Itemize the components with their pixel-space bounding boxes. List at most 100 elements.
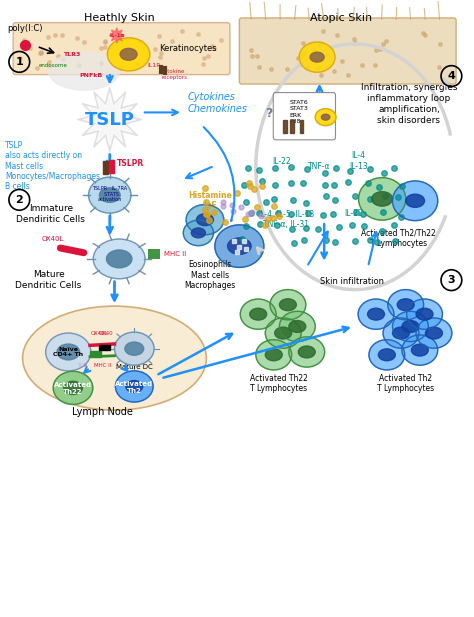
Ellipse shape <box>369 340 405 370</box>
Text: Mature DC: Mature DC <box>116 364 153 370</box>
FancyBboxPatch shape <box>273 93 336 140</box>
Ellipse shape <box>315 109 336 126</box>
Ellipse shape <box>298 346 315 358</box>
Ellipse shape <box>388 289 424 320</box>
Ellipse shape <box>116 371 153 402</box>
Ellipse shape <box>383 318 419 348</box>
Text: Activated
Th2: Activated Th2 <box>115 381 153 394</box>
Text: Mature
Dendritic Cells: Mature Dendritic Cells <box>15 270 82 290</box>
Text: Activated
Th22: Activated Th22 <box>54 383 92 395</box>
Text: OX40L: OX40L <box>91 331 108 336</box>
Ellipse shape <box>183 220 213 246</box>
Text: Skin infiltration: Skin infiltration <box>320 276 384 286</box>
Text: STAT6
STAT3
ERK
P38: STAT6 STAT3 ERK P38 <box>290 100 309 125</box>
Ellipse shape <box>367 308 384 320</box>
Bar <box>300 120 303 133</box>
Text: Naïve
CD4+ Th: Naïve CD4+ Th <box>53 347 83 357</box>
Ellipse shape <box>100 188 120 202</box>
Text: IL-1α: IL-1α <box>109 33 125 38</box>
Text: TLR3: TLR3 <box>64 52 81 57</box>
Text: IL-22: IL-22 <box>273 157 291 165</box>
Ellipse shape <box>397 299 414 311</box>
Ellipse shape <box>125 342 144 355</box>
Text: cytokine
receptors: cytokine receptors <box>162 69 188 80</box>
Text: MHC II: MHC II <box>94 363 111 368</box>
Polygon shape <box>78 88 142 152</box>
Ellipse shape <box>48 52 119 90</box>
Bar <box>148 249 160 259</box>
Ellipse shape <box>279 312 315 342</box>
Ellipse shape <box>289 320 306 333</box>
Text: Cytokines
Chemokines: Cytokines Chemokines <box>188 92 247 114</box>
Text: OX40: OX40 <box>99 331 113 336</box>
Text: Immature
Dendiritic Cells: Immature Dendiritic Cells <box>17 204 85 224</box>
Bar <box>100 345 110 350</box>
Ellipse shape <box>64 381 82 394</box>
Text: IL-4
IL-13: IL-4 IL-13 <box>349 151 368 171</box>
Text: TNF-α: TNF-α <box>308 162 331 172</box>
Ellipse shape <box>392 327 410 339</box>
Ellipse shape <box>416 308 433 320</box>
Ellipse shape <box>265 318 301 348</box>
Ellipse shape <box>426 327 442 339</box>
Text: Activated Th2
T Lymphocytes: Activated Th2 T Lymphocytes <box>377 374 434 393</box>
Ellipse shape <box>275 327 292 339</box>
Text: ?: ? <box>265 107 273 120</box>
Bar <box>90 351 101 357</box>
Bar <box>290 120 294 133</box>
Ellipse shape <box>250 308 267 320</box>
Ellipse shape <box>215 225 264 267</box>
Text: TCR: TCR <box>77 363 88 368</box>
Bar <box>109 160 114 173</box>
Text: poly(I:C): poly(I:C) <box>7 24 43 33</box>
Text: Histamine
IgE: Histamine IgE <box>188 191 231 210</box>
Text: IL-22: IL-22 <box>345 209 363 218</box>
Ellipse shape <box>197 213 213 226</box>
Ellipse shape <box>126 381 143 392</box>
Ellipse shape <box>372 192 392 206</box>
Ellipse shape <box>411 344 428 356</box>
Ellipse shape <box>392 312 428 342</box>
Text: MHC II: MHC II <box>164 251 186 257</box>
Text: TSLPR   IL-7RA
  STATS
activation: TSLPR IL-7RA STATS activation <box>92 186 128 202</box>
Text: Activated Th2/Th22
T Lymphocytes: Activated Th2/Th22 T Lymphocytes <box>361 228 436 247</box>
Bar <box>103 160 109 174</box>
Text: 2: 2 <box>16 195 23 205</box>
FancyArrowPatch shape <box>204 127 235 221</box>
Ellipse shape <box>23 306 206 410</box>
Text: IL-4, IL-5, IL-13
TNF-α, IL-31: IL-4, IL-5, IL-13 TNF-α, IL-31 <box>258 210 315 230</box>
Text: 3: 3 <box>447 275 455 285</box>
Text: Infiltration, synergies
inflammatory loop
amplification,
skin disorders: Infiltration, synergies inflammatory loo… <box>361 83 457 125</box>
Ellipse shape <box>407 299 442 329</box>
Text: TSLP
also acts directly on
Mast cells
Monocytes/Macrophages
B cells: TSLP also acts directly on Mast cells Mo… <box>5 141 100 191</box>
Ellipse shape <box>265 349 282 361</box>
Text: Lymph Node: Lymph Node <box>72 407 133 418</box>
Ellipse shape <box>191 228 205 238</box>
Ellipse shape <box>289 337 325 367</box>
Ellipse shape <box>115 332 154 365</box>
Ellipse shape <box>46 333 91 371</box>
Ellipse shape <box>256 340 292 370</box>
Ellipse shape <box>53 371 93 404</box>
Ellipse shape <box>89 177 131 213</box>
Ellipse shape <box>228 238 251 254</box>
Text: 1: 1 <box>16 57 23 67</box>
Text: TSLP: TSLP <box>85 110 135 128</box>
Ellipse shape <box>402 335 438 365</box>
Text: TSLPR: TSLPR <box>117 159 144 168</box>
Ellipse shape <box>279 299 296 311</box>
Ellipse shape <box>392 181 438 221</box>
Bar <box>283 120 287 133</box>
Polygon shape <box>109 28 124 43</box>
Text: OX40L: OX40L <box>42 236 64 242</box>
Ellipse shape <box>186 205 224 235</box>
Text: Activated Th22
T Lymphocytes: Activated Th22 T Lymphocytes <box>249 374 308 393</box>
Ellipse shape <box>240 299 276 329</box>
Ellipse shape <box>416 318 452 348</box>
Text: Heathly Skin: Heathly Skin <box>84 13 155 23</box>
Text: Keratinocytes: Keratinocytes <box>159 44 217 53</box>
Ellipse shape <box>358 299 394 329</box>
Ellipse shape <box>358 178 406 220</box>
Ellipse shape <box>93 239 145 279</box>
Ellipse shape <box>378 349 395 361</box>
